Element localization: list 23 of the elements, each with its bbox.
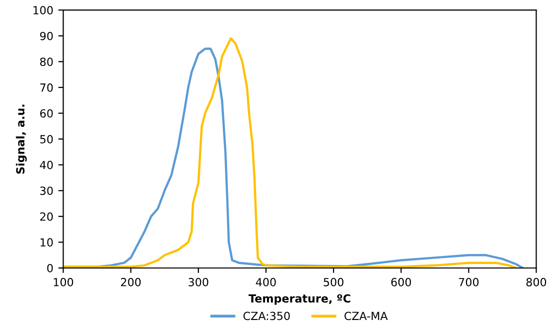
legend-label: CZA-MA (344, 312, 388, 320)
x-tick-label: 700 (458, 278, 479, 286)
y-tick-label: 100 (34, 6, 53, 14)
y-tick-label: 70 (40, 83, 53, 92)
x-tick-label: 600 (391, 278, 411, 286)
x-tick-label: 500 (324, 278, 344, 286)
x-axis-title: Temperature, ºC (248, 294, 350, 305)
x-tick-label: 300 (188, 278, 208, 286)
y-axis-title: Signal, a.u. (16, 104, 27, 174)
x-tick-label: 100 (54, 278, 74, 286)
y-tick-label: 30 (40, 186, 53, 195)
y-tick-label: 90 (40, 32, 53, 40)
y-tick-label: 20 (40, 212, 53, 221)
y-tick-label: 40 (40, 160, 53, 170)
y-tick-label: 10 (40, 238, 53, 247)
y-tick-label: 80 (40, 58, 53, 66)
y-tick-label: 0 (47, 264, 53, 272)
x-tick-label: 800 (526, 278, 546, 286)
y-tick-label: 60 (40, 109, 53, 118)
x-tick-label: 200 (121, 278, 141, 286)
x-tick-label: 400 (256, 278, 276, 286)
legend-label: CZA:350 (243, 312, 290, 320)
y-tick-label: 50 (40, 135, 53, 144)
